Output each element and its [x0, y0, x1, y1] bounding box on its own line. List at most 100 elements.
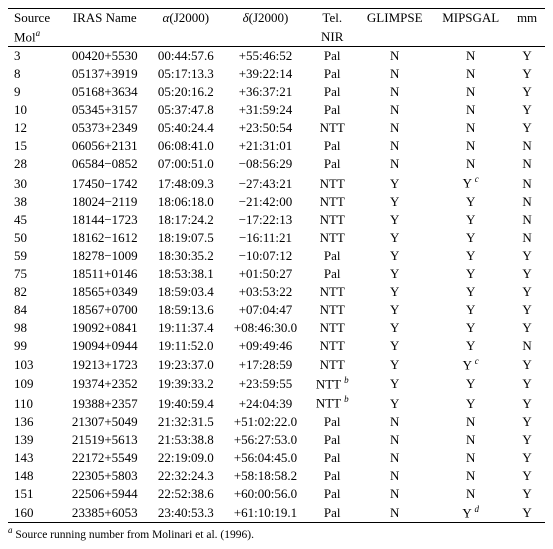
table-cell: N [509, 229, 545, 247]
table-cell: 22:32:24.3 [148, 467, 224, 485]
table-cell: Pal [307, 467, 357, 485]
table-cell: +36:37:21 [224, 83, 308, 101]
table-cell: NTT [307, 337, 357, 355]
table-cell: 00420+5530 [61, 47, 148, 66]
table-cell: 139 [8, 431, 61, 449]
table-cell: 05137+3919 [61, 65, 148, 83]
table-cell: Pal [307, 413, 357, 431]
table-cell: 75 [8, 265, 61, 283]
table-cell: Pal [307, 47, 357, 66]
table-cell: −10:07:12 [224, 247, 308, 265]
table-row: 1506056+213106:08:41.0+21:31:01PalNNN [8, 137, 545, 155]
table-cell: N [432, 119, 509, 137]
table-cell: NTT [307, 119, 357, 137]
table-cell: 19:40:59.4 [148, 393, 224, 412]
table-cell: 84 [8, 301, 61, 319]
table-cell: Pal [307, 137, 357, 155]
table-body: 300420+553000:44:57.6+55:46:52PalNNY8051… [8, 47, 545, 523]
table-cell: N [357, 413, 432, 431]
table-cell: 19374+2352 [61, 374, 148, 393]
table-cell: +58:18:58.2 [224, 467, 308, 485]
table-cell: Y [509, 283, 545, 301]
table-cell: Y [432, 374, 509, 393]
table-cell: Y [509, 431, 545, 449]
table-cell: 15 [8, 137, 61, 155]
table-cell: N [432, 137, 509, 155]
table-cell: Y [509, 47, 545, 66]
table-cell: +23:59:55 [224, 374, 308, 393]
table-cell: +23:50:54 [224, 119, 308, 137]
table-cell: −16:11:21 [224, 229, 308, 247]
table-cell: +17:28:59 [224, 355, 308, 374]
table-cell: 19213+1723 [61, 355, 148, 374]
table-cell: +07:04:47 [224, 301, 308, 319]
col-iras: IRAS Name [61, 9, 148, 28]
table-cell: Y [357, 173, 432, 192]
table-cell: Pal [307, 431, 357, 449]
table-cell: 103 [8, 355, 61, 374]
table-cell: Y [357, 393, 432, 412]
data-table: Source IRAS Name α(J2000) δ(J2000) Tel. … [8, 8, 545, 523]
table-cell: Y [509, 355, 545, 374]
table-cell: 110 [8, 393, 61, 412]
table-cell: Y [509, 449, 545, 467]
table-cell: 00:44:57.6 [148, 47, 224, 66]
table-cell: Y [509, 485, 545, 503]
table-cell: 22172+5549 [61, 449, 148, 467]
table-row: 14822305+580322:32:24.3+58:18:58.2PalNNY [8, 467, 545, 485]
table-cell: +51:02:22.0 [224, 413, 308, 431]
table-cell: Y [509, 65, 545, 83]
table-cell: 30 [8, 173, 61, 192]
table-row: 3818024−211918:06:18.0−21:42:00NTTYYN [8, 193, 545, 211]
table-row: 11019388+235719:40:59.4+24:04:39NTT bYYY [8, 393, 545, 412]
table-cell: 19:11:37.4 [148, 319, 224, 337]
table-cell: N [432, 83, 509, 101]
table-cell: 17:48:09.3 [148, 173, 224, 192]
table-row: 4518144−172318:17:24.2−17:22:13NTTYYN [8, 211, 545, 229]
table-cell: 50 [8, 229, 61, 247]
table-cell: Y [357, 319, 432, 337]
table-cell: N [357, 137, 432, 155]
table-cell: N [509, 211, 545, 229]
table-cell: N [357, 485, 432, 503]
table-cell: 05168+3634 [61, 83, 148, 101]
table-cell: 05:40:24.4 [148, 119, 224, 137]
table-cell: +01:50:27 [224, 265, 308, 283]
table-cell: +39:22:14 [224, 65, 308, 83]
table-cell: 05345+3157 [61, 101, 148, 119]
table-cell: +21:31:01 [224, 137, 308, 155]
table-cell: 22:19:09.0 [148, 449, 224, 467]
table-cell: N [357, 155, 432, 173]
table-cell: Pal [307, 449, 357, 467]
table-cell: 18278−1009 [61, 247, 148, 265]
table-cell: N [432, 485, 509, 503]
table-cell: N [357, 83, 432, 101]
table-cell: +03:53:22 [224, 283, 308, 301]
table-cell: −17:22:13 [224, 211, 308, 229]
table-cell: Y [509, 393, 545, 412]
table-cell: 28 [8, 155, 61, 173]
table-cell: 98 [8, 319, 61, 337]
table-cell: N [509, 193, 545, 211]
table-row: 7518511+014618:53:38.1+01:50:27PalYYY [8, 265, 545, 283]
table-cell: −08:56:29 [224, 155, 308, 173]
table-cell: 18:19:07.5 [148, 229, 224, 247]
table-cell: NTT [307, 301, 357, 319]
table-cell: N [509, 155, 545, 173]
table-cell: 18565+0349 [61, 283, 148, 301]
table-cell: Y [357, 265, 432, 283]
table-cell: N [432, 101, 509, 119]
table-row: 14322172+554922:19:09.0+56:04:45.0PalNNY [8, 449, 545, 467]
table-cell: NTT b [307, 374, 357, 393]
table-cell: 18:53:38.1 [148, 265, 224, 283]
table-cell: 17450−1742 [61, 173, 148, 192]
table-cell: +08:46:30.0 [224, 319, 308, 337]
table-row: 1005345+315705:37:47.8+31:59:24PalNNY [8, 101, 545, 119]
table-cell: N [432, 155, 509, 173]
table-cell: Y [509, 413, 545, 431]
table-cell: N [432, 47, 509, 66]
table-cell: Y [509, 101, 545, 119]
table-cell: 21519+5613 [61, 431, 148, 449]
table-cell: Y [357, 211, 432, 229]
col-delta: δ(J2000) [224, 9, 308, 28]
